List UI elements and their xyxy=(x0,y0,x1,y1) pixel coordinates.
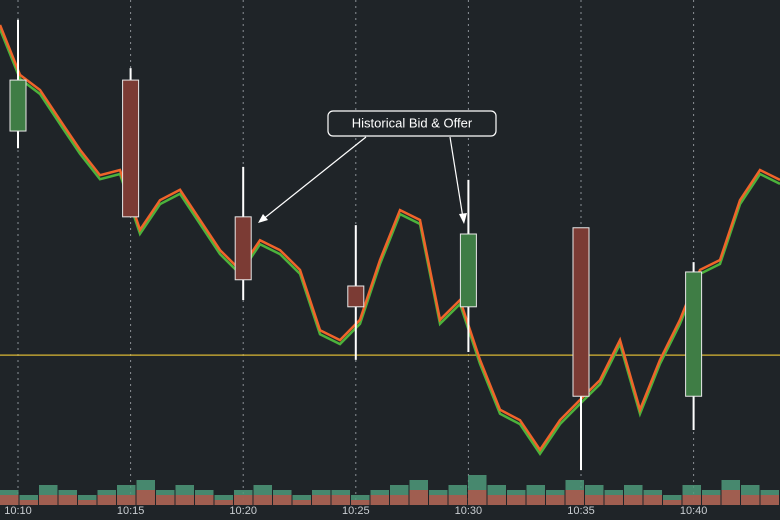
volume-bar xyxy=(331,495,350,505)
price-shadow xyxy=(0,28,780,457)
volume-bar xyxy=(78,500,97,505)
volume-bar xyxy=(702,495,721,505)
volume-bar xyxy=(175,495,194,505)
x-tick-label: 10:35 xyxy=(567,505,595,517)
x-tick-label: 10:20 xyxy=(229,505,257,517)
x-tick-label: 10:10 xyxy=(4,505,32,517)
x-tick-label: 10:15 xyxy=(117,505,145,517)
volume-bar xyxy=(117,495,136,505)
x-tick-label: 10:25 xyxy=(342,505,370,517)
price-line xyxy=(0,24,780,453)
volume-bar xyxy=(643,495,662,505)
annotation-arrow xyxy=(449,136,464,219)
volume-bar xyxy=(487,495,506,505)
candle-body xyxy=(9,79,27,132)
arrow-head xyxy=(459,213,467,224)
x-tick-label: 10:30 xyxy=(455,505,483,517)
volume-bar xyxy=(39,495,58,505)
volume-bar xyxy=(58,495,77,505)
volume-bar xyxy=(234,495,253,505)
annotation-box xyxy=(327,110,497,137)
volume-bar xyxy=(253,495,272,505)
volume-bar xyxy=(97,495,116,505)
candle-body xyxy=(685,271,703,397)
volume-bar xyxy=(565,490,584,505)
volume-bar xyxy=(585,495,604,505)
candle-body xyxy=(234,216,252,281)
volume-bar xyxy=(429,495,448,505)
volume-bar xyxy=(273,495,292,505)
volume-bar xyxy=(19,500,38,505)
volume-bar xyxy=(409,490,428,505)
volume-bar xyxy=(546,495,565,505)
volume-bar xyxy=(370,495,389,505)
volume-bar xyxy=(214,500,233,505)
volume-bar xyxy=(136,490,155,505)
volume-bar xyxy=(468,490,487,505)
volume-bar xyxy=(351,500,370,505)
volume-bar xyxy=(721,490,740,505)
x-tick-label: 10:40 xyxy=(680,505,708,517)
arrow-head xyxy=(258,214,268,223)
volume-bar xyxy=(760,495,779,505)
volume-bar xyxy=(624,495,643,505)
volume-bar xyxy=(604,495,623,505)
volume-bar xyxy=(448,495,467,505)
candle-body xyxy=(459,233,477,308)
volume-bar xyxy=(0,495,19,505)
volume-bar xyxy=(741,495,760,505)
volume-bar xyxy=(526,495,545,505)
volume-bar xyxy=(663,500,682,505)
candle-body xyxy=(347,285,365,308)
volume-bar xyxy=(292,500,311,505)
candle-body xyxy=(122,79,140,218)
annotation: Historical Bid & Offer xyxy=(258,110,497,224)
volume-bar xyxy=(507,495,526,505)
volume-bar xyxy=(312,495,331,505)
volume-bar xyxy=(682,495,701,505)
volume-bar xyxy=(390,495,409,505)
annotation-arrow xyxy=(261,136,367,221)
volume-bar xyxy=(156,495,175,505)
candle-body xyxy=(572,227,590,397)
volume-bar xyxy=(195,495,214,505)
annotation-text: Historical Bid & Offer xyxy=(352,115,473,130)
